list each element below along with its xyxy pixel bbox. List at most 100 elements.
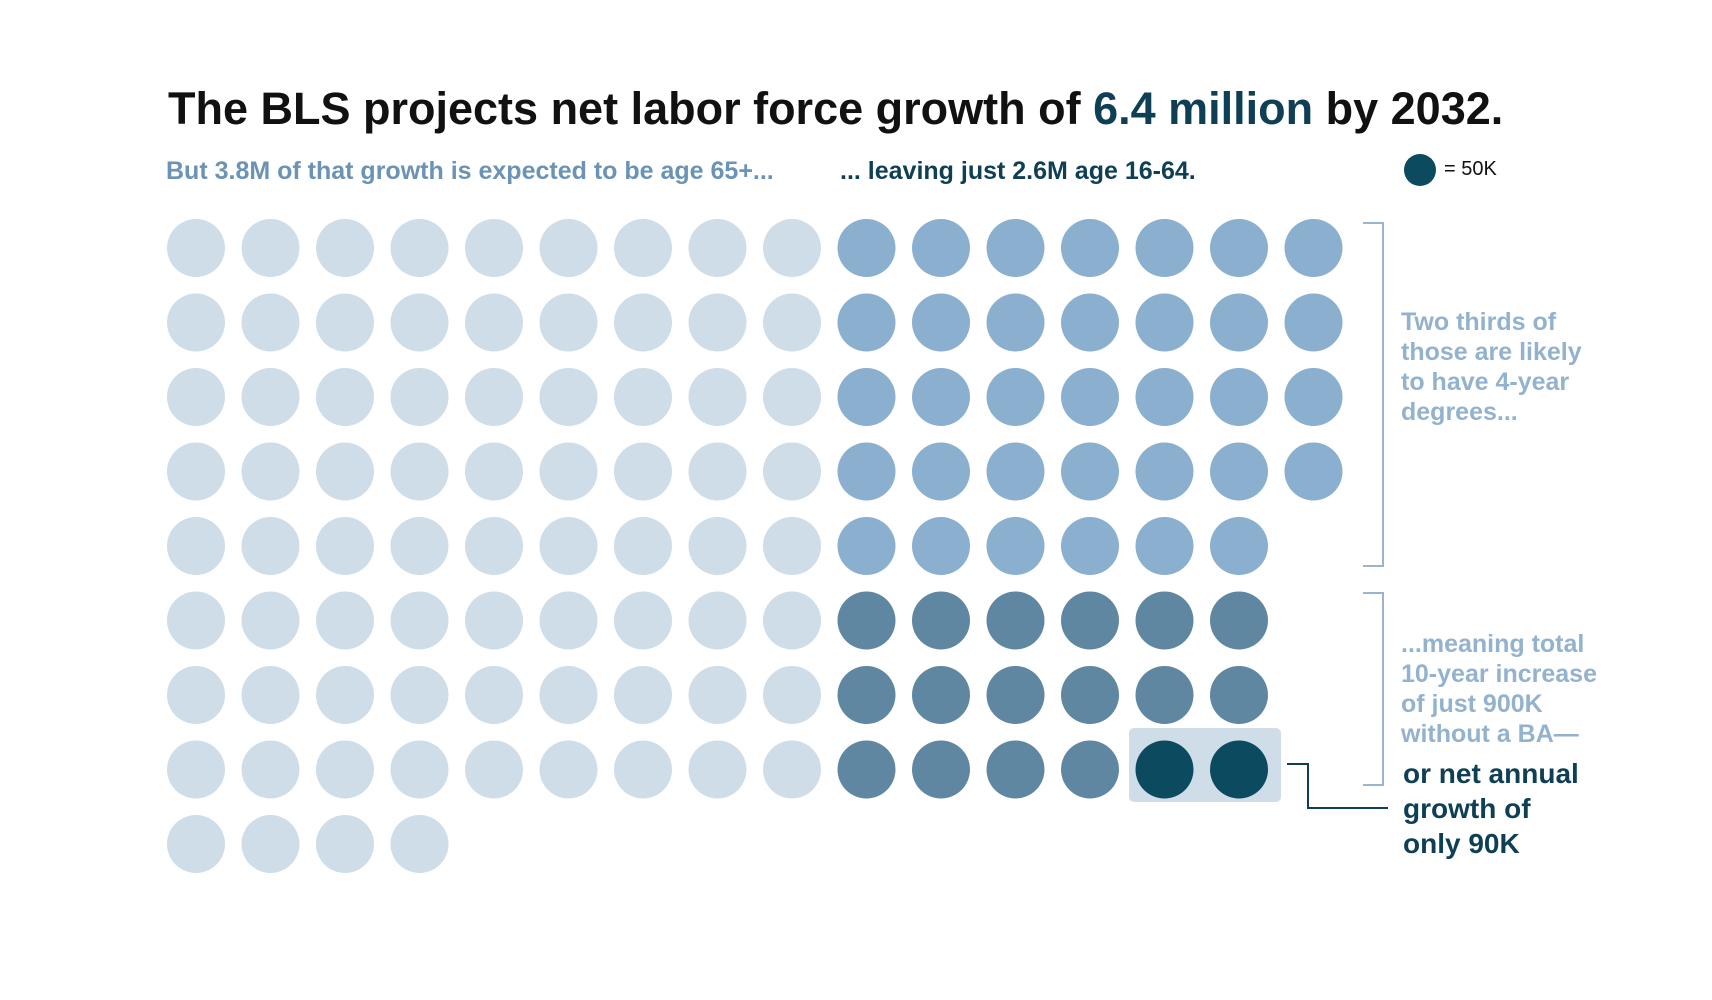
- waffle-dot: [837, 219, 896, 277]
- waffle-dot: [1061, 293, 1119, 352]
- no-ba-note: ...meaning total 10-year increase of jus…: [1400, 630, 1604, 748]
- waffle-dot: [763, 740, 821, 799]
- waffle-dot: [316, 293, 374, 352]
- legend-swatch: [1404, 154, 1436, 186]
- waffle-dot: [1284, 442, 1343, 501]
- waffle-dot: [1135, 666, 1194, 724]
- no-ba-note-line: of just 900K: [1401, 690, 1543, 718]
- waffle-dot: [167, 293, 225, 352]
- waffle-dot: [688, 740, 747, 799]
- waffle-dot: [986, 219, 1045, 277]
- waffle-dot: [986, 442, 1045, 501]
- waffle-dot: [539, 517, 598, 575]
- waffle-dot: [1061, 442, 1119, 501]
- waffle-dot: [837, 368, 896, 426]
- waffle-dot: [167, 219, 225, 277]
- waffle-dot: [1210, 442, 1268, 501]
- waffle-dot: [1284, 219, 1343, 277]
- waffle-dot: [912, 666, 970, 724]
- waffle-dot: [316, 591, 374, 650]
- waffle-dot: [614, 666, 672, 724]
- annual-note-line: or net annual: [1403, 758, 1579, 789]
- waffle-dot: [1135, 591, 1194, 650]
- waffle-dot: [316, 442, 374, 501]
- waffle-dot: [167, 591, 225, 650]
- annual-note-line: only 90K: [1403, 828, 1520, 859]
- title-part-after: by 2032.: [1313, 83, 1503, 134]
- waffle-dot: [390, 815, 449, 873]
- waffle-dot: [167, 368, 225, 426]
- waffle-dot: [1061, 219, 1119, 277]
- waffle-dot: [1061, 517, 1119, 575]
- waffle-dot: [763, 666, 821, 724]
- subtitle-left: But 3.8M of that growth is expected to b…: [166, 157, 774, 185]
- waffle-dot: [688, 219, 747, 277]
- waffle-dot: [241, 293, 300, 352]
- waffle-dot: [1210, 740, 1268, 799]
- waffle-dot: [614, 219, 672, 277]
- waffle-dot: [167, 442, 225, 501]
- waffle-dot: [614, 517, 672, 575]
- waffle-dot: [1135, 368, 1194, 426]
- waffle-dot: [241, 740, 300, 799]
- waffle-dot: [539, 219, 598, 277]
- waffle-dot: [763, 368, 821, 426]
- no-ba-note-line: 10-year increase: [1401, 660, 1597, 688]
- waffle-dot: [167, 815, 225, 873]
- waffle-dot: [539, 368, 598, 426]
- degree-note-line: degrees...: [1401, 398, 1518, 426]
- waffle-dot: [465, 740, 523, 799]
- waffle-dot: [614, 293, 672, 352]
- waffle-dot: [614, 740, 672, 799]
- waffle-dot: [763, 293, 821, 352]
- waffle-dot: [390, 368, 449, 426]
- no-ba-note-line: ...meaning total: [1401, 630, 1584, 658]
- waffle-dot: [465, 442, 523, 501]
- waffle-dot: [1135, 517, 1194, 575]
- waffle-dot: [912, 517, 970, 575]
- waffle-dot: [986, 591, 1045, 650]
- waffle-dot: [837, 293, 896, 352]
- waffle-dot: [688, 368, 747, 426]
- waffle-dot: [390, 442, 449, 501]
- waffle-dot: [316, 219, 374, 277]
- waffle-dot: [539, 591, 598, 650]
- waffle-dot: [539, 740, 598, 799]
- waffle-dot: [986, 517, 1045, 575]
- waffle-dot: [912, 591, 970, 650]
- waffle-dot: [763, 517, 821, 575]
- waffle-dot: [465, 666, 523, 724]
- waffle-dot: [614, 591, 672, 650]
- waffle-dot: [912, 219, 970, 277]
- waffle-dot: [688, 517, 747, 575]
- waffle-dot: [688, 442, 747, 501]
- no-ba-bracket: [1363, 592, 1384, 786]
- subtitle-right: ... leaving just 2.6M age 16-64.: [840, 157, 1196, 185]
- waffle-dot: [614, 442, 672, 501]
- waffle-dot: [316, 517, 374, 575]
- waffle-dot: [688, 293, 747, 352]
- waffle-dot: [986, 293, 1045, 352]
- waffle-dot: [539, 666, 598, 724]
- waffle-dot: [390, 591, 449, 650]
- waffle-dot: [688, 591, 747, 650]
- waffle-dot: [1135, 293, 1194, 352]
- waffle-dot: [241, 219, 300, 277]
- waffle-dot: [241, 666, 300, 724]
- chart-title: The BLS projects net labor force growth …: [168, 83, 1503, 134]
- waffle-dot: [167, 666, 225, 724]
- legend-label: = 50K: [1444, 158, 1497, 180]
- waffle-dot: [912, 293, 970, 352]
- waffle-dot: [465, 368, 523, 426]
- degree-bracket: [1363, 222, 1384, 567]
- degree-note: Two thirds of those are likely to have 4…: [1401, 308, 1589, 426]
- waffle-dot: [1061, 740, 1119, 799]
- waffle-dot: [912, 442, 970, 501]
- degree-note-line: to have 4-year: [1401, 368, 1569, 396]
- waffle-dot: [465, 219, 523, 277]
- annual-growth-connector: [1287, 763, 1388, 809]
- waffle-dot: [1061, 368, 1119, 426]
- title-part-before: The BLS projects net labor force growth …: [168, 83, 1093, 134]
- waffle-dot: [539, 442, 598, 501]
